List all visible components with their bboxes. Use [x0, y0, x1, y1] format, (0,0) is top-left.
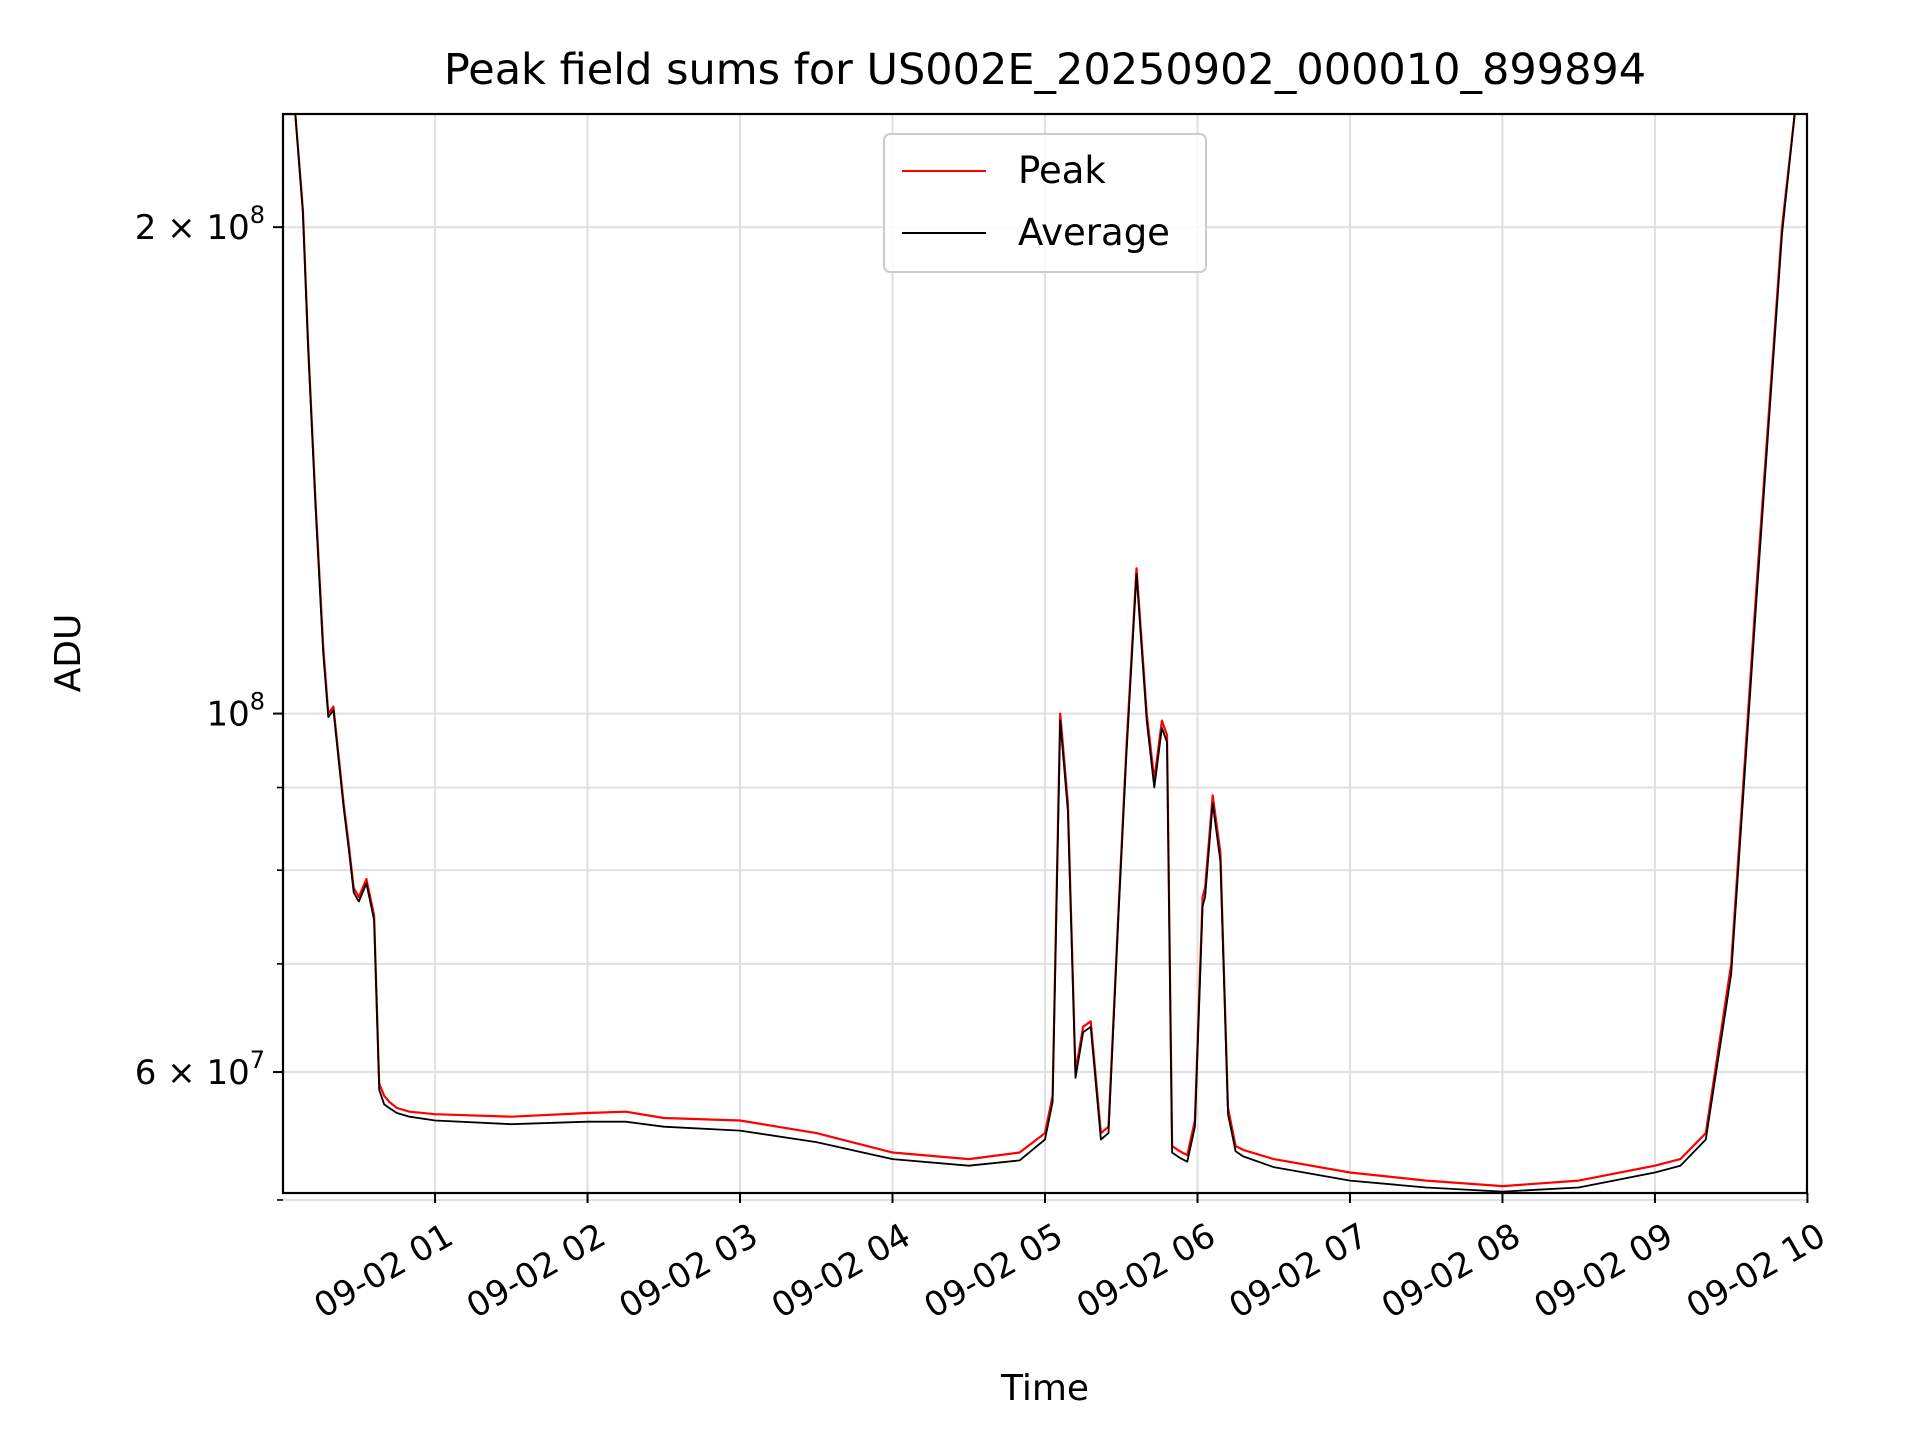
y-tick-label: 108 [206, 688, 265, 735]
chart-title: Peak field sums for US002E_20250902_0000… [444, 45, 1646, 95]
y-axis: 6 × 107 108 2 × 108 [135, 201, 283, 1201]
series-line-average [283, 114, 1796, 1193]
y-tick-label: 6 × 107 [135, 1046, 265, 1093]
y-tick-label: 2 × 108 [135, 201, 265, 248]
x-axis-label: Time [1000, 1368, 1089, 1409]
y-axis-label: ADU [48, 614, 89, 693]
series-line-peak [283, 114, 1796, 1188]
legend: Peak Average [883, 133, 1207, 273]
legend-box [883, 133, 1207, 273]
legend-label-average: Average [1018, 211, 1170, 254]
plot-area [283, 114, 1796, 1193]
legend-label-peak: Peak [1018, 149, 1106, 192]
